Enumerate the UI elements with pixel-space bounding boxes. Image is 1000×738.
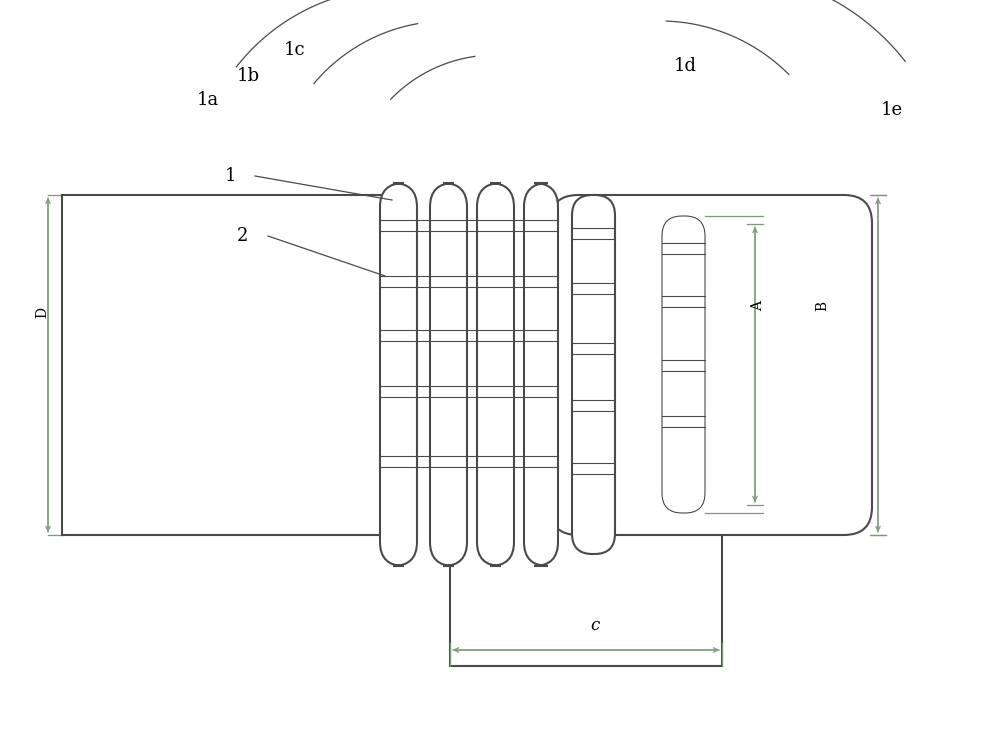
Text: D: D bbox=[35, 308, 49, 319]
Text: c: c bbox=[590, 618, 600, 635]
FancyBboxPatch shape bbox=[572, 195, 615, 554]
FancyBboxPatch shape bbox=[524, 183, 558, 566]
Text: 1: 1 bbox=[224, 167, 236, 185]
Text: 1a: 1a bbox=[197, 91, 219, 109]
Text: B: B bbox=[815, 301, 829, 311]
Text: 1d: 1d bbox=[674, 57, 696, 75]
Text: 2: 2 bbox=[236, 227, 248, 245]
FancyBboxPatch shape bbox=[380, 183, 417, 566]
FancyBboxPatch shape bbox=[477, 183, 514, 566]
FancyBboxPatch shape bbox=[662, 216, 705, 513]
FancyBboxPatch shape bbox=[550, 195, 872, 535]
Text: 1e: 1e bbox=[881, 101, 903, 119]
Text: A: A bbox=[751, 301, 765, 311]
Text: 1c: 1c bbox=[284, 41, 306, 59]
FancyBboxPatch shape bbox=[430, 183, 467, 566]
Text: 1b: 1b bbox=[237, 67, 260, 85]
